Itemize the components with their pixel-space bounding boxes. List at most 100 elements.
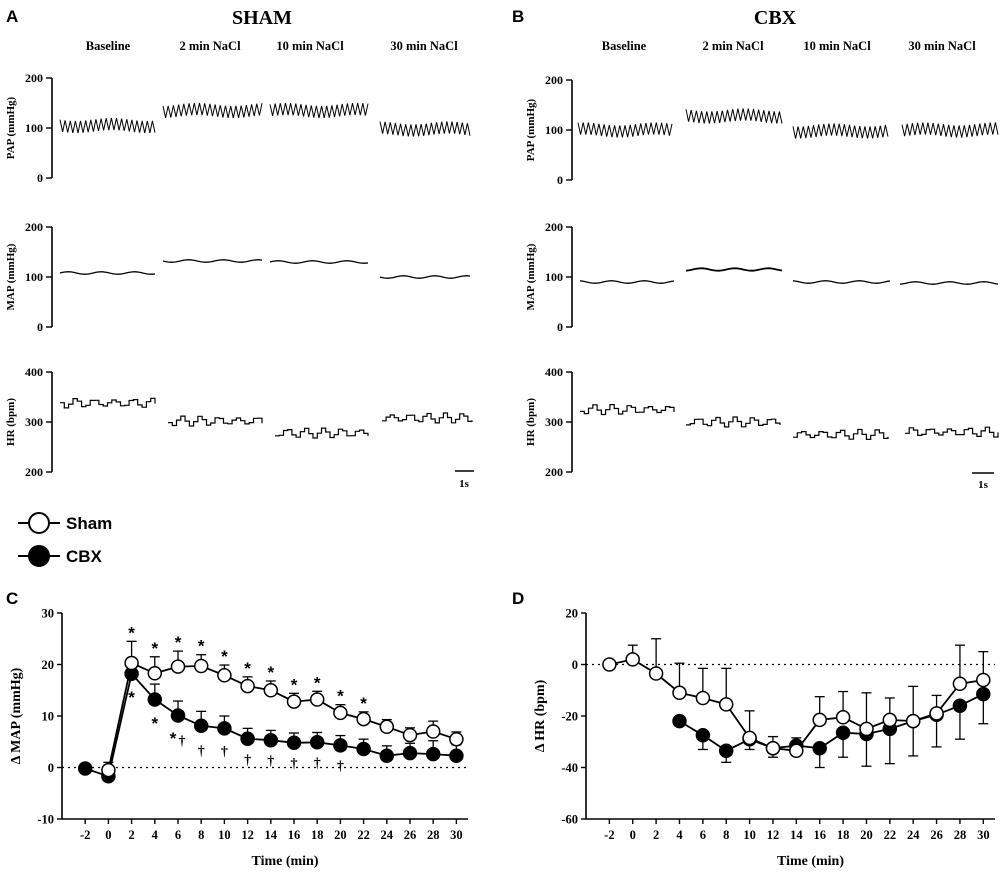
hr-trace-baseline (580, 404, 675, 416)
hr-trace-baseline (60, 397, 156, 409)
panel-letter-a: A (6, 7, 18, 26)
x-tick-label: 18 (837, 828, 850, 842)
data-point (240, 731, 255, 746)
data-point (402, 745, 418, 761)
pap-trace-2min (685, 108, 783, 124)
cbx-row-hr: 400 300 200 HR (bpm) 1s (525, 365, 999, 491)
data-point (379, 719, 395, 735)
data-point (672, 685, 687, 701)
y-axis-label-pap: PAP (mmHg) (5, 96, 17, 159)
x-tick-label: 14 (790, 828, 803, 842)
data-point (425, 724, 441, 739)
map-trace-10min (792, 280, 891, 284)
x-tick-label: 22 (884, 828, 897, 842)
y-axis-label-hr: HR (bpm) (5, 398, 17, 446)
significance-star: * (221, 647, 228, 666)
tick-label: 100 (25, 121, 43, 135)
legend-marker-sham (28, 512, 50, 534)
data-point (789, 743, 804, 759)
y-axis-label-hr: HR (bpm) (525, 398, 537, 446)
sham-row-hr: 400 300 200 HR (bpm) 1s (5, 365, 474, 490)
data-point (905, 713, 921, 729)
tick-label: 100 (25, 270, 43, 284)
significance-star: * (314, 673, 321, 692)
significance-star: * (128, 688, 135, 707)
x-tick-label: 8 (723, 828, 729, 842)
legend: Sham CBX (18, 512, 112, 567)
y-axis-label-pap: PAP (mmHg) (525, 98, 537, 161)
data-point (217, 668, 232, 683)
data-point (976, 686, 991, 702)
x-tick-label: 6 (175, 828, 181, 842)
tick-label: 200 (25, 465, 43, 479)
data-point (333, 705, 348, 721)
y-axis-label: Δ MAP (mmHg) (9, 667, 24, 764)
x-tick-label: 2 (653, 828, 659, 842)
x-axis-label: Time (min) (777, 854, 844, 869)
x-tick-label: 16 (813, 828, 826, 842)
data-point (193, 658, 209, 674)
data-point (193, 718, 209, 734)
panel-letter-b: B (512, 7, 524, 26)
data-point (718, 743, 734, 759)
series-line (609, 658, 984, 752)
x-tick-label: 30 (977, 828, 990, 842)
data-point (718, 697, 734, 712)
y-axis-label: Δ HR (bpm) (533, 679, 548, 752)
cbx-row-pap: 200 100 0 PAP (mmHg) (525, 73, 999, 187)
tick-label: 400 (545, 365, 563, 379)
x-tick-label: 10 (218, 828, 231, 842)
series-sham (101, 640, 464, 778)
significance-star: * (128, 623, 135, 642)
significance-star: * (244, 659, 251, 678)
panel-title-sham: SHAM (232, 7, 292, 29)
data-point (929, 706, 944, 721)
tick-label: 0 (37, 171, 43, 185)
data-point (952, 698, 968, 713)
data-point (379, 748, 395, 763)
pap-trace-baseline (577, 122, 673, 138)
series-cbx (672, 686, 991, 769)
cbx-row-map: 200 100 0 MAP (mmHg) (525, 220, 999, 334)
y-tick-label: 0 (572, 658, 578, 672)
data-point (170, 708, 186, 723)
data-point (356, 711, 371, 727)
x-tick-label: 28 (427, 828, 440, 842)
data-point (425, 746, 441, 762)
tick-label: 0 (557, 320, 563, 334)
tick-label: 200 (25, 220, 43, 234)
map-trace-baseline (59, 271, 156, 275)
series-sham (602, 638, 991, 759)
y-tick-label: 10 (42, 710, 55, 724)
data-point (835, 725, 851, 740)
pap-trace-30min (379, 121, 471, 137)
y-axis-label-map: MAP (mmHg) (5, 243, 17, 310)
panel-letter-d: D (512, 589, 524, 608)
data-point (263, 732, 279, 748)
map-trace-30min (379, 275, 471, 279)
data-point (695, 728, 711, 743)
y-tick-label: 30 (42, 607, 55, 621)
x-tick-label: 30 (450, 828, 463, 842)
x-tick-label: 20 (860, 828, 873, 842)
y-tick-label: 20 (566, 607, 579, 621)
scale-bar-label: 1s (978, 479, 989, 491)
x-tick-label: 16 (288, 828, 301, 842)
x-tick-label: 20 (334, 828, 347, 842)
tick-label: 200 (545, 465, 563, 479)
significance-star: * (291, 675, 298, 694)
legend-marker-cbx (28, 545, 50, 567)
sham-row-pap: 200 100 0 PAP (mmHg) (5, 71, 471, 185)
data-point (765, 740, 781, 756)
significance-star: * (170, 729, 177, 748)
data-point (952, 676, 968, 692)
hr-trace-10min (793, 428, 889, 440)
x-tick-label: 2 (128, 828, 134, 842)
map-trace-10min (269, 260, 369, 264)
condition-label-baseline-cbx: Baseline (602, 39, 647, 53)
panel-title-cbx: CBX (754, 7, 797, 29)
x-tick-label: 4 (676, 828, 683, 842)
x-tick-label: 22 (357, 828, 370, 842)
hr-trace-2min (686, 416, 781, 428)
